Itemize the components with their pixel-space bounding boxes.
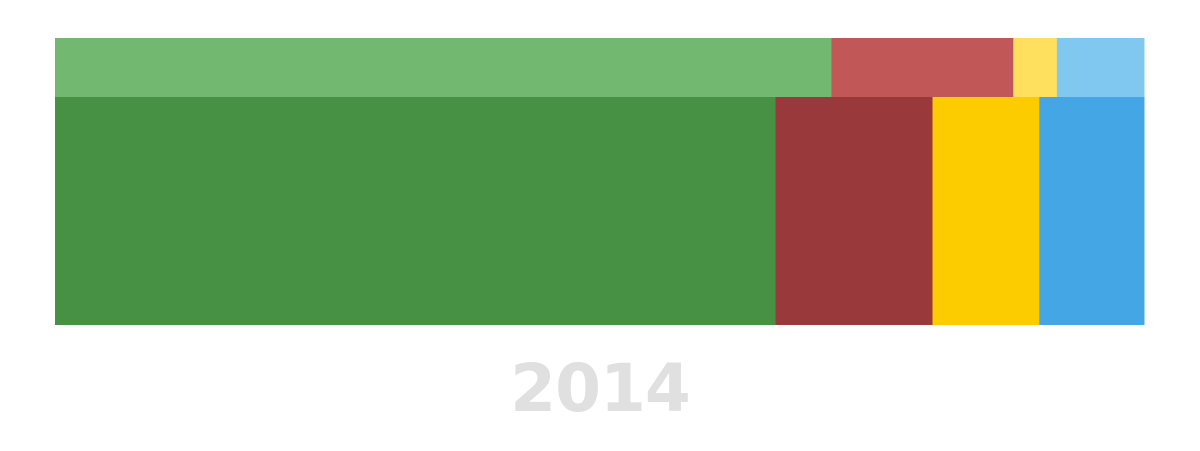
bar-segment-row2-2 bbox=[775, 97, 934, 325]
bar-segment-row1-4 bbox=[1056, 38, 1145, 97]
bar-segment-row1-1 bbox=[55, 38, 832, 97]
bar-segment-row2-4 bbox=[1039, 97, 1145, 325]
bar-segment-row1-3 bbox=[1013, 38, 1058, 97]
bar-segment-row2-3 bbox=[932, 97, 1040, 325]
bar-segment-row2-1 bbox=[55, 97, 777, 325]
chart-title-year: 2014 bbox=[510, 350, 691, 427]
bar-segment-row1-2 bbox=[831, 38, 1014, 97]
